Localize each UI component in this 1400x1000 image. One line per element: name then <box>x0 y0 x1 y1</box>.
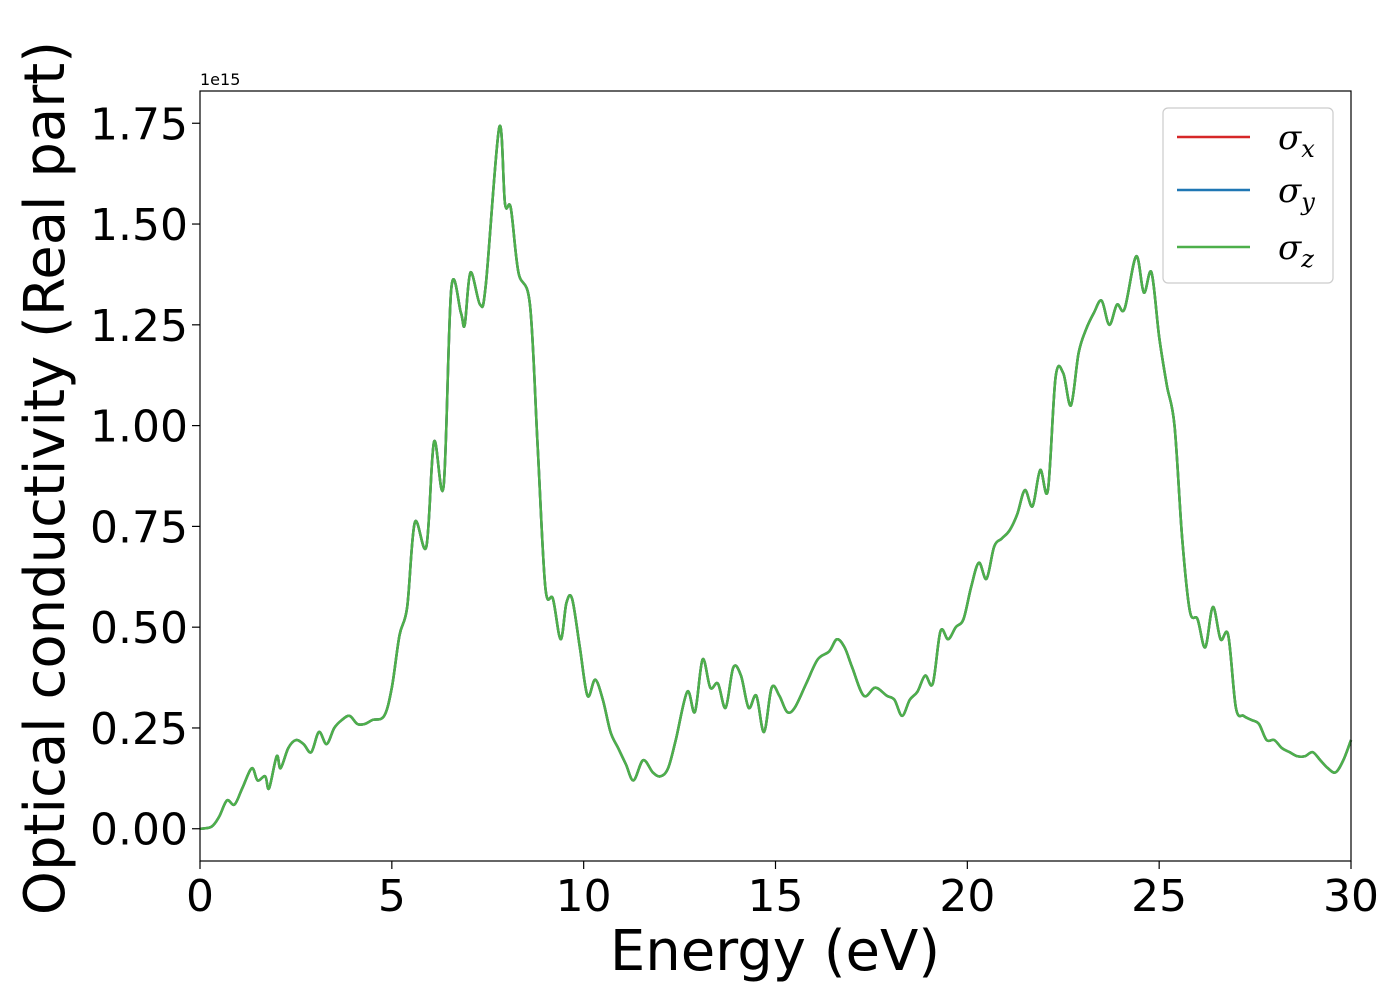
x-tick-label: 5 <box>378 871 406 922</box>
x-tick-label: 10 <box>556 871 612 922</box>
y-tick-label: 1.50 <box>90 200 188 251</box>
x-tick-label: 20 <box>939 871 995 922</box>
x-axis-label: Energy (eV) <box>610 919 940 984</box>
x-tick-label: 0 <box>186 871 214 922</box>
y-tick-label: 0.25 <box>90 704 188 755</box>
legend-label-sigma-x: σx <box>1278 118 1315 163</box>
series-sigma-z <box>199 124 1353 830</box>
y-axis-label: Optical conductivity (Real part) <box>13 41 78 915</box>
y-tick-label: 1.25 <box>90 301 188 352</box>
x-tick-label: 30 <box>1323 871 1379 922</box>
x-tick-label: 25 <box>1131 871 1187 922</box>
ticks-layer: 0 5 10 15 20 25 30 0.00 0.25 0.50 0.75 1.00 1.25 1.50… <box>90 99 1379 922</box>
legend-label-sigma-z: σz <box>1278 228 1314 273</box>
y-tick-label: 1.75 <box>90 99 188 150</box>
y-tick-label: 0.00 <box>90 805 188 856</box>
series-layer <box>199 124 1353 830</box>
legend-label-sigma-y: σy <box>1278 171 1315 216</box>
y-tick-label: 0.75 <box>90 502 188 553</box>
y-tick-label: 0.50 <box>90 603 188 654</box>
y-tick-label: 1.00 <box>90 402 188 453</box>
x-tick-label: 15 <box>748 871 804 922</box>
legend-box <box>1162 107 1334 284</box>
legend: σx σy σz <box>1162 107 1334 284</box>
y-exponent-label: 1e15 <box>200 70 240 89</box>
plot-frame <box>199 90 1352 862</box>
